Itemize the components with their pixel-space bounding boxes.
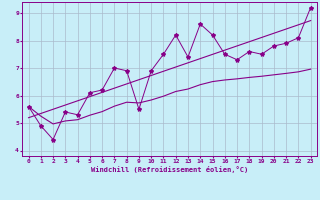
X-axis label: Windchill (Refroidissement éolien,°C): Windchill (Refroidissement éolien,°C) [91,166,248,173]
